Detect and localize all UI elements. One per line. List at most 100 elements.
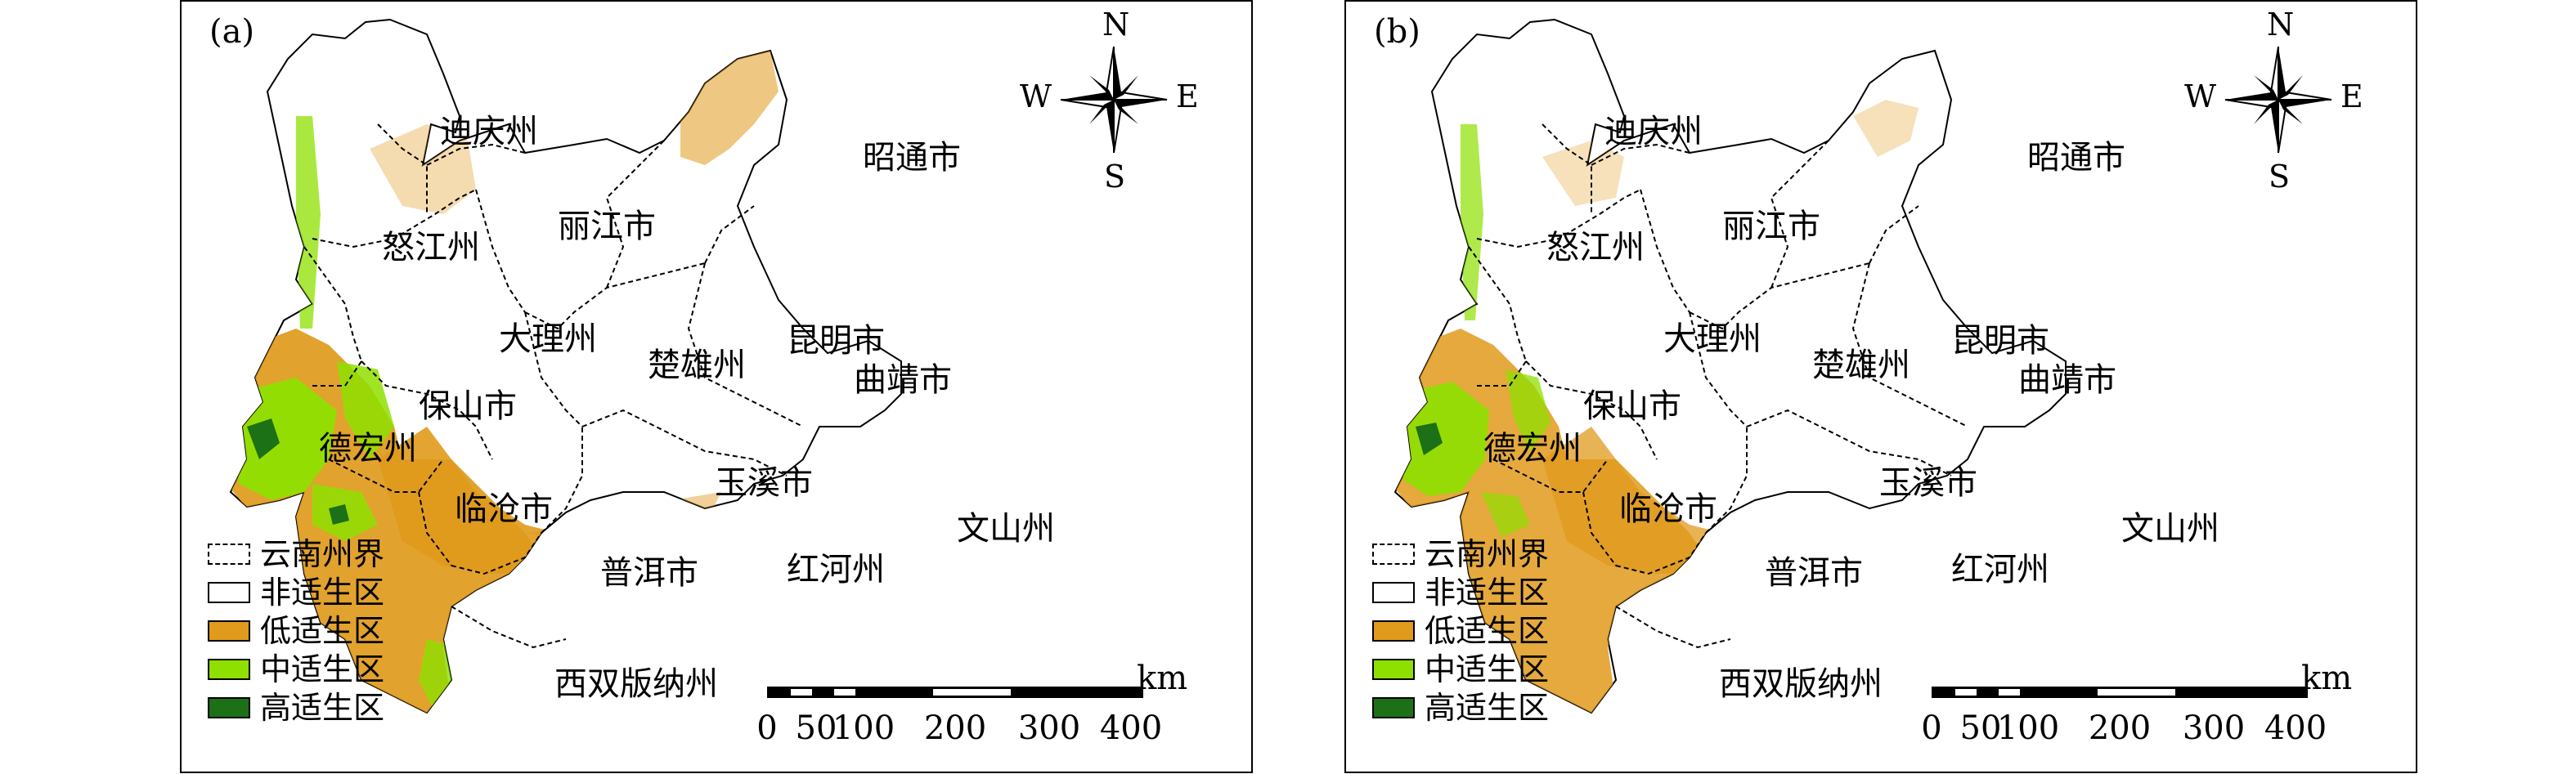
scale-ticks: 0 50 100 200 300 400 xyxy=(756,709,1162,750)
region-label-kunming: 昆明市 xyxy=(1951,322,2049,360)
region-label-qujing: 曲靖市 xyxy=(2018,361,2116,399)
legend-item-low: 低适生区 xyxy=(1372,611,1549,650)
legend-label: 高适生区 xyxy=(260,689,385,726)
region-label-xishuangbanna: 西双版纳州 xyxy=(1719,665,1883,703)
legend-item-moderate: 中适生区 xyxy=(208,650,384,688)
legend-item-boundary: 云南州界 xyxy=(208,535,384,573)
legend-label: 云南州界 xyxy=(1425,535,1550,572)
legend-item-high: 高适生区 xyxy=(1372,688,1549,727)
region-label-dehong: 德宏州 xyxy=(319,430,417,468)
scale-tick-label: 50 xyxy=(795,709,837,747)
yunnan-map-a xyxy=(229,18,1168,714)
compass-south-label: S xyxy=(1104,159,1126,195)
region-label-chuxiong: 楚雄州 xyxy=(1812,347,1910,384)
scale-tick-label: 400 xyxy=(1099,709,1163,747)
legend-swatch-unsuitable xyxy=(208,581,250,603)
legend-label: 中适生区 xyxy=(1425,651,1550,687)
legend-label: 低适生区 xyxy=(1425,612,1550,649)
region-label-chuxiong: 楚雄州 xyxy=(648,347,746,384)
region-label-puer: 普洱市 xyxy=(600,554,698,592)
scale-tick-label: 300 xyxy=(2182,709,2246,747)
legend-label: 高适生区 xyxy=(1425,689,1550,726)
compass-west-label: W xyxy=(2184,78,2217,114)
region-label-qujing: 曲靖市 xyxy=(854,361,952,399)
scale-tick-label: 300 xyxy=(1017,709,1081,747)
scale-unit: km xyxy=(1137,660,1188,697)
legend-swatch-moderate xyxy=(1372,658,1415,680)
region-label-honghe: 红河州 xyxy=(1951,551,2049,588)
moderate-suitability-nujiang-a xyxy=(296,116,321,329)
legend-swatch-boundary xyxy=(1372,543,1415,565)
panel-label: (a) xyxy=(209,13,255,51)
region-label-honghe: 红河州 xyxy=(787,551,885,588)
legend: 云南州界 非适生区 低适生区 中适生区 高适生区 xyxy=(208,535,384,727)
region-label-zhaotong: 昭通市 xyxy=(2027,139,2125,177)
legend-label: 低适生区 xyxy=(260,612,385,649)
legend-label: 中适生区 xyxy=(260,651,385,687)
prefecture-boundaries-b xyxy=(1468,123,1968,649)
region-label-yuxi: 玉溪市 xyxy=(715,464,813,502)
map-panel-b: (b) N S E W 迪庆州 怒江州 丽江市 昭通市 大理州 楚雄州 昆明市 … xyxy=(1344,0,2417,773)
legend-swatch-low xyxy=(208,620,250,642)
scale-tick-label: 200 xyxy=(2088,709,2152,747)
scale-tick-label: 400 xyxy=(2264,709,2327,747)
legend-item-boundary: 云南州界 xyxy=(1372,535,1549,573)
region-label-lijiang: 丽江市 xyxy=(558,208,656,245)
prefecture-boundaries-a xyxy=(303,123,804,649)
compass-south-label: S xyxy=(2269,159,2291,195)
low-suitability-puer-a xyxy=(378,427,558,574)
scale-tick-label: 100 xyxy=(832,709,895,747)
region-label-diqing: 迪庆州 xyxy=(440,113,538,150)
region-label-baoshan: 保山市 xyxy=(419,387,517,425)
scale-tick-label: 50 xyxy=(1959,709,2002,747)
region-label-nujiang: 怒江州 xyxy=(382,229,480,266)
legend-swatch-low xyxy=(1372,620,1415,642)
legend-item-unsuitable: 非适生区 xyxy=(1372,573,1549,611)
compass-east-label: E xyxy=(1176,78,1199,114)
legend-item-high: 高适生区 xyxy=(208,688,384,727)
region-label-lincang: 临沧市 xyxy=(455,490,553,528)
region-label-diqing: 迪庆州 xyxy=(1604,113,1703,150)
region-label-baoshan: 保山市 xyxy=(1583,387,1681,425)
region-label-kunming: 昆明市 xyxy=(787,322,885,360)
scale-unit: km xyxy=(2301,660,2353,697)
region-label-wenshan: 文山州 xyxy=(2121,510,2219,548)
moderate-suitability-nujiang-b xyxy=(1461,124,1483,320)
region-label-zhaotong: 昭通市 xyxy=(863,139,961,177)
scale-bar-a xyxy=(767,687,1143,698)
yunnan-map-b xyxy=(1393,18,2332,714)
high-suitability-lincang-a xyxy=(329,504,349,525)
scale-ticks: 0 50 100 200 300 400 xyxy=(1921,709,2327,750)
region-label-xishuangbanna: 西双版纳州 xyxy=(554,665,718,703)
legend-swatch-unsuitable xyxy=(1372,581,1415,603)
region-label-dehong: 德宏州 xyxy=(1483,430,1582,468)
high-suitability-dehong-a xyxy=(247,418,280,459)
scale-bar-b xyxy=(1932,687,2308,698)
panel-label: (b) xyxy=(1374,13,1420,51)
low-suitability-puer-b xyxy=(1542,427,1722,574)
legend-label: 非适生区 xyxy=(260,574,385,611)
legend-swatch-boundary xyxy=(208,543,250,565)
compass-rose-a xyxy=(1060,46,1168,154)
low-suitability-lijiang-b xyxy=(1542,141,1624,206)
region-label-dali: 大理州 xyxy=(1663,320,1761,358)
high-suitability-dehong-b xyxy=(1416,423,1443,455)
legend-swatch-moderate xyxy=(208,658,250,680)
region-label-nujiang: 怒江州 xyxy=(1546,229,1645,266)
legend-item-unsuitable: 非适生区 xyxy=(208,573,384,611)
map-panel-a: (a) N S E W 迪庆州 怒江州 丽江市 昭通市 大理州 楚雄州 昆明市 … xyxy=(180,0,1253,773)
region-label-dali: 大理州 xyxy=(499,320,597,358)
moderate-suitability-lincang-b xyxy=(1481,492,1530,537)
legend: 云南州界 非适生区 低适生区 中适生区 高适生区 xyxy=(1372,535,1549,727)
legend-item-low: 低适生区 xyxy=(208,611,384,650)
compass-rose-b xyxy=(2224,46,2332,154)
region-label-lincang: 临沧市 xyxy=(1619,490,1717,528)
moderate-suitability-baoshan-a xyxy=(337,361,394,459)
legend-item-moderate: 中适生区 xyxy=(1372,650,1549,688)
legend-label: 云南州界 xyxy=(260,535,385,572)
compass-west-label: W xyxy=(1020,78,1052,114)
moderate-suitability-dehong-b xyxy=(1399,382,1489,496)
legend-swatch-high xyxy=(1372,696,1415,718)
region-label-yuxi: 玉溪市 xyxy=(1879,464,1977,502)
scale-tick-label: 100 xyxy=(1996,709,2060,747)
